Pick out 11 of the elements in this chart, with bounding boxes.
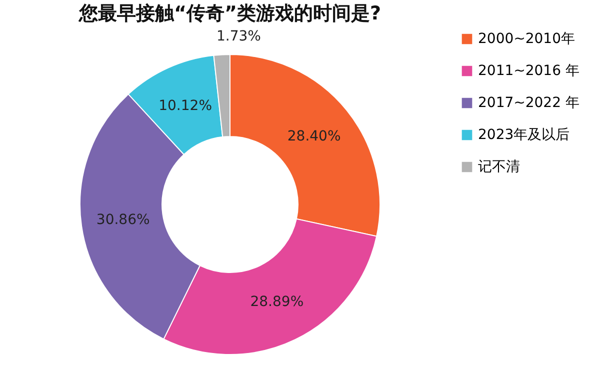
legend-label: 2011~2016 年	[478, 63, 580, 79]
legend-label: 2017~2022 年	[478, 95, 580, 111]
data-label: 30.86%	[96, 212, 150, 228]
data-label: 28.89%	[250, 294, 304, 310]
chart-title: 您最早接触“传奇”类游戏的时间是?	[78, 2, 381, 25]
data-label: 10.12%	[158, 98, 212, 114]
legend-label: 记不清	[478, 159, 520, 175]
data-label: 28.40%	[287, 128, 341, 145]
legend-label: 2023年及以后	[478, 127, 570, 143]
data-label: 1.73%	[216, 28, 261, 45]
legend-label: 2000~2010年	[478, 31, 575, 47]
